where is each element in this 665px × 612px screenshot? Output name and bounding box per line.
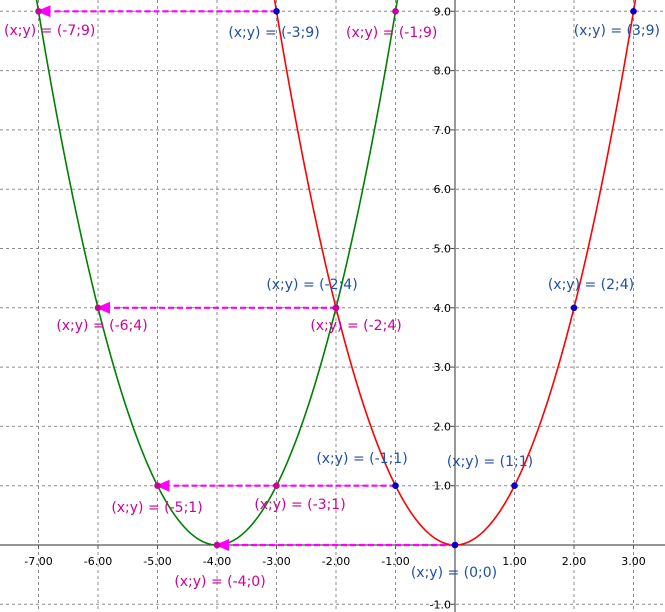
data-point-7 <box>570 304 578 312</box>
x-tick-label: -1.00 <box>381 555 409 568</box>
point-label-13: (x;y) = (-4;0) <box>174 574 265 590</box>
data-point-6 <box>94 304 102 312</box>
tick-labels: -7.00 -6.00 -5.00 -4.00 -3.00 -2.00 -1.00 1.00 2… <box>24 5 645 611</box>
y-tick-label: 4.0 <box>434 302 452 315</box>
data-point-11 <box>511 482 518 490</box>
point-label-7: (x;y) = (2;4) <box>548 277 634 293</box>
point-label-12: (x;y) = (0;0) <box>411 565 497 581</box>
x-tick-label: 2.00 <box>562 555 587 568</box>
data-point-0 <box>273 8 280 15</box>
y-tick-label: 2.0 <box>434 420 452 433</box>
x-tick-label: -2.00 <box>322 555 350 568</box>
data-point-1 <box>392 8 399 15</box>
point-label-11: (x;y) = (1;1) <box>447 454 533 470</box>
arrow-head-0 <box>36 5 51 18</box>
data-point-8 <box>392 482 399 490</box>
y-tick-label: 1.0 <box>434 480 452 493</box>
point-label-10: (x;y) = (-5;1) <box>111 500 202 516</box>
y-tick-label: 6.0 <box>434 183 452 196</box>
x-tick-label: 1.00 <box>502 555 527 568</box>
data-point-10 <box>154 482 161 490</box>
point-label-4: (x;y) = (-2;4) <box>266 277 357 293</box>
point-label-9: (x;y) = (-3;1) <box>254 497 345 513</box>
arrows <box>36 5 455 551</box>
arrow-head-1 <box>96 301 110 314</box>
x-tick-label: -3.00 <box>262 555 290 568</box>
x-tick-label: -5.00 <box>143 555 171 568</box>
points <box>35 8 637 549</box>
point-label-2: (x;y) = (-7;9) <box>4 23 95 39</box>
data-point-2 <box>35 8 42 15</box>
point-labels: (x;y) = (-3;9) (x;y) = (-1;9) (x;y) = (-7;… <box>4 23 660 590</box>
y-tick-label: 7.0 <box>434 124 452 137</box>
y-tick-label: -1.0 <box>430 598 451 611</box>
point-label-5: (x;y) = (-2;4) <box>310 318 401 334</box>
x-tick-label: -7.00 <box>24 555 52 568</box>
data-point-3 <box>630 8 637 15</box>
data-point-13 <box>213 541 221 549</box>
x-tick-label: -6.00 <box>84 555 112 568</box>
point-label-0: (x;y) = (-3;9) <box>228 25 319 41</box>
y-tick-label: 8.0 <box>434 65 452 78</box>
arrow-head-3 <box>215 539 229 551</box>
y-tick-label: 3.0 <box>434 361 452 374</box>
x-tick-label: 3.00 <box>621 555 646 568</box>
data-point-5 <box>332 304 340 312</box>
arrow-head-2 <box>155 479 170 492</box>
data-point-12 <box>451 541 459 549</box>
y-tick-label: 9.0 <box>434 5 452 18</box>
point-label-1: (x;y) = (-1;9) <box>346 25 437 41</box>
point-label-3: (x;y) = (3;9) <box>574 23 660 39</box>
point-label-6: (x;y) = (-6;4) <box>56 318 147 334</box>
x-tick-label: -4.00 <box>203 555 231 568</box>
point-label-8: (x;y) = (-1;1) <box>316 451 407 467</box>
y-tick-label: 5.0 <box>434 243 452 256</box>
data-point-9 <box>273 482 280 490</box>
